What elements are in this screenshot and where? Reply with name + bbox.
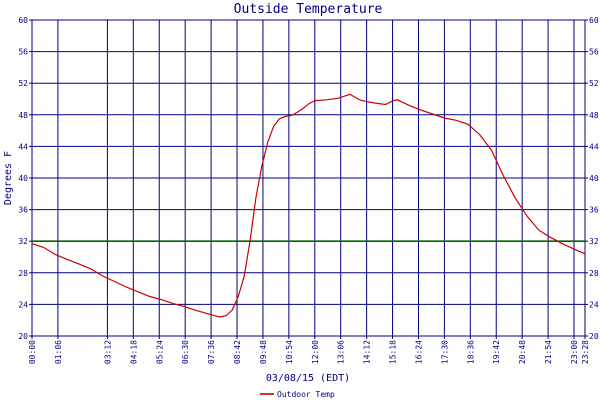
x-tick-label: 17:30 xyxy=(440,340,449,364)
y-tick-label-right: 56 xyxy=(589,48,599,57)
y-tick-label-left: 20 xyxy=(18,332,28,341)
y-tick-label-left: 28 xyxy=(18,269,28,278)
x-tick-label: 10:54 xyxy=(285,340,294,364)
y-tick-label-left: 40 xyxy=(18,174,28,183)
y-tick-label-right: 36 xyxy=(589,206,599,215)
x-axis-ticks: 00:00 01:06 03:12 04:18 05:24 06:30 07:36 08:42… xyxy=(28,336,590,364)
x-tick-label: 08:42 xyxy=(233,340,242,364)
y-axis-label: Degrees F xyxy=(3,151,14,205)
y-tick-label-left: 52 xyxy=(18,79,28,88)
y-tick-label-left: 32 xyxy=(18,237,28,246)
y-tick-label-right: 32 xyxy=(589,237,599,246)
y-tick-label-left: 44 xyxy=(18,142,28,151)
y-axis-right-ticks: 20 24 28 32 36 40 44 48 52 56 60 xyxy=(585,16,599,341)
outdoor-temp-line xyxy=(31,93,586,318)
grid-lines xyxy=(31,19,586,337)
x-tick-label: 13:06 xyxy=(337,340,346,364)
y-tick-label-left: 24 xyxy=(18,300,28,309)
legend: Outdoor Temp xyxy=(260,390,335,399)
x-tick-label: 05:24 xyxy=(155,340,164,364)
x-tick-label: 01:06 xyxy=(54,340,63,364)
y-tick-label-right: 28 xyxy=(589,269,599,278)
y-tick-label-right: 24 xyxy=(589,300,599,309)
x-tick-label: 23:28 xyxy=(581,340,590,364)
y-tick-label-right: 52 xyxy=(589,79,599,88)
x-tick-label: 06:30 xyxy=(181,340,190,364)
x-tick-label: 14:12 xyxy=(363,340,372,364)
x-tick-label: 20:48 xyxy=(518,340,527,364)
x-tick-label: 04:18 xyxy=(129,340,138,364)
y-tick-label-left: 48 xyxy=(18,111,28,120)
x-tick-label: 07:36 xyxy=(207,340,216,364)
y-tick-label-left: 56 xyxy=(18,48,28,57)
x-axis-label: 03/08/15 (EDT) xyxy=(266,373,350,384)
x-tick-label: 21:54 xyxy=(544,340,553,364)
x-tick-label: 15:18 xyxy=(389,340,398,364)
x-tick-label: 23:00 xyxy=(570,340,579,364)
y-axis-left-ticks: 20 24 28 32 36 40 44 48 52 56 60 xyxy=(18,16,32,341)
x-tick-label: 12:00 xyxy=(311,340,320,364)
x-tick-label: 16:24 xyxy=(414,340,423,364)
y-tick-label-right: 60 xyxy=(589,16,599,25)
x-tick-label: 00:00 xyxy=(28,340,37,364)
x-tick-label: 18:36 xyxy=(466,340,475,364)
y-tick-label-left: 60 xyxy=(18,16,28,25)
x-tick-label: 19:42 xyxy=(492,340,501,364)
chart-title: Outside Temperature xyxy=(234,2,383,17)
x-tick-label: 03:12 xyxy=(103,340,112,364)
y-tick-label-right: 40 xyxy=(589,174,599,183)
y-tick-label-right: 48 xyxy=(589,111,599,120)
y-tick-label-right: 44 xyxy=(589,142,599,151)
y-tick-label-left: 36 xyxy=(18,206,28,215)
x-tick-label: 09:48 xyxy=(259,340,268,364)
y-tick-label-right: 20 xyxy=(589,332,599,341)
legend-label-outdoor-temp: Outdoor Temp xyxy=(277,390,335,399)
